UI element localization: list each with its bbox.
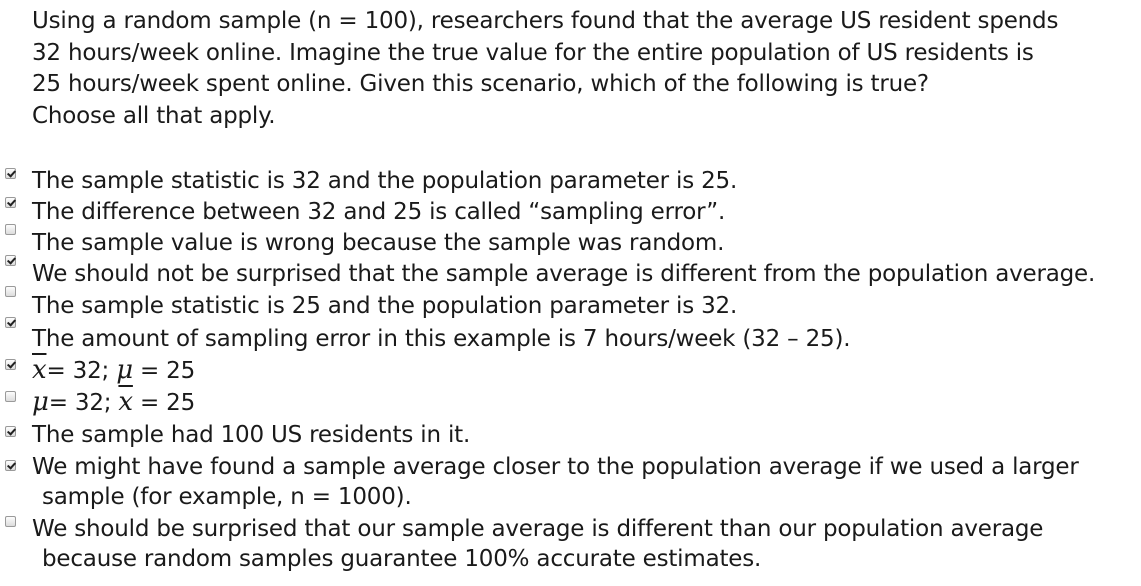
x-bar-symbol: x bbox=[32, 355, 47, 385]
option-7-eq2: = 25 bbox=[132, 358, 196, 384]
checkbox-option-3[interactable] bbox=[5, 224, 16, 235]
checkbox-option-9[interactable] bbox=[5, 426, 16, 437]
option-7-label: x= 32; μ = 25 bbox=[32, 355, 195, 386]
checkbox-option-4[interactable] bbox=[5, 255, 16, 266]
question-text: Using a random sample (n = 100), researc… bbox=[32, 6, 1122, 132]
question-instruction: Choose all that apply. bbox=[32, 102, 276, 129]
answer-option-7[interactable]: x= 32; μ = 25 bbox=[0, 355, 1141, 386]
answer-option-1[interactable]: The sample statistic is 32 and the popul… bbox=[0, 166, 1141, 197]
question-line: Using a random sample (n = 100), researc… bbox=[32, 8, 1059, 34]
option-11-line-1: We should be surprised that our sample a… bbox=[32, 516, 1044, 542]
answer-option-8[interactable]: μ= 32; x = 25 bbox=[0, 387, 1141, 418]
option-3-label: The sample value is wrong because the sa… bbox=[32, 230, 725, 256]
checkbox-option-2[interactable] bbox=[5, 197, 16, 208]
answer-option-5[interactable]: The sample statistic is 25 and the popul… bbox=[0, 286, 1141, 321]
answer-option-4[interactable]: We should not be surprised that the samp… bbox=[0, 255, 1141, 290]
answer-option-10[interactable]: We might have found a sample average clo… bbox=[0, 452, 1141, 514]
answer-option-9[interactable]: The sample had 100 US residents in it. bbox=[0, 420, 1141, 451]
x-bar-symbol: x bbox=[118, 387, 133, 417]
option-8-eq2: = 25 bbox=[132, 390, 196, 416]
option-11-label: We should be surprised that our sample a… bbox=[32, 514, 1122, 574]
option-1-label: The sample statistic is 32 and the popul… bbox=[32, 168, 738, 194]
option-10-label: We might have found a sample average clo… bbox=[32, 452, 1122, 512]
checkbox-option-7[interactable] bbox=[5, 359, 16, 370]
answer-option-11[interactable]: We should be surprised that our sample a… bbox=[0, 514, 1141, 576]
option-9-label: The sample had 100 US residents in it. bbox=[32, 422, 471, 448]
option-8-eq1: = 32; bbox=[48, 390, 119, 416]
checkbox-option-5[interactable] bbox=[5, 286, 16, 297]
answer-option-6[interactable]: The amount of sampling error in this exa… bbox=[0, 317, 1141, 352]
option-4-label: We should not be surprised that the samp… bbox=[32, 261, 1096, 287]
checkbox-option-1[interactable] bbox=[5, 168, 16, 179]
checkbox-option-11[interactable] bbox=[5, 516, 16, 527]
option-5-label: The sample statistic is 25 and the popul… bbox=[32, 293, 738, 319]
checkbox-option-8[interactable] bbox=[5, 391, 16, 402]
checkbox-option-6[interactable] bbox=[5, 317, 16, 328]
option-10-line-2: sample (for example, n = 1000). bbox=[42, 484, 412, 510]
mu-symbol: μ bbox=[32, 387, 49, 417]
question-line: 32 hours/week online. Imagine the true v… bbox=[32, 39, 1034, 66]
option-6-label: The amount of sampling error in this exa… bbox=[32, 326, 851, 352]
answer-option-3[interactable]: The sample value is wrong because the sa… bbox=[0, 224, 1141, 259]
mu-symbol: μ bbox=[116, 355, 133, 385]
option-7-eq1: = 32; bbox=[46, 358, 117, 384]
option-10-line-1: We might have found a sample average clo… bbox=[32, 454, 1079, 480]
option-11-line-2: because random samples guarantee 100% ac… bbox=[42, 546, 762, 572]
question-line: 25 hours/week spent online. Given this s… bbox=[32, 71, 929, 97]
answer-option-2[interactable]: The difference between 32 and 25 is call… bbox=[0, 197, 1141, 228]
option-2-label: The difference between 32 and 25 is call… bbox=[32, 199, 726, 225]
checkbox-option-10[interactable] bbox=[5, 460, 16, 471]
option-8-label: μ= 32; x = 25 bbox=[32, 387, 195, 418]
